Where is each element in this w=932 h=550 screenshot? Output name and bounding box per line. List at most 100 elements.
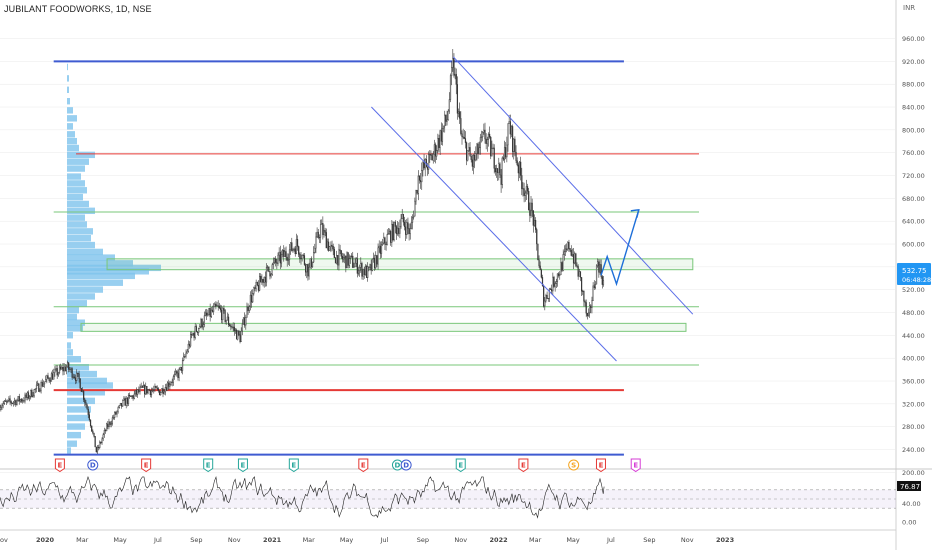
candle-body: [252, 293, 254, 303]
time-tick-label: Mar: [76, 536, 89, 544]
price-tick-label: 200.00: [902, 469, 925, 477]
candle-body: [16, 400, 18, 406]
event-marker-e[interactable]: E: [358, 458, 369, 473]
support-zone: [80, 322, 687, 332]
candle-body: [495, 168, 498, 173]
candle-body: [270, 274, 272, 277]
svg-text:D: D: [403, 462, 409, 470]
event-marker-e[interactable]: E: [455, 458, 466, 473]
candle-body: [24, 394, 26, 402]
candle-body: [227, 316, 230, 325]
event-marker-e[interactable]: E: [141, 458, 152, 473]
candle-body: [399, 226, 401, 234]
candle-body: [214, 303, 216, 308]
candle-body: [208, 308, 210, 316]
svg-text:E: E: [291, 462, 296, 470]
candle-body: [0, 407, 2, 410]
candle-body: [241, 323, 243, 332]
candle-body: [262, 279, 264, 283]
candle-body: [19, 399, 22, 402]
candle-body: [53, 372, 55, 380]
candle-body: [533, 219, 536, 226]
candle-body: [309, 258, 311, 268]
candle-body: [490, 136, 492, 157]
candle-body: [199, 326, 201, 329]
price-tick-label: 880.00: [902, 81, 925, 89]
candle-body: [348, 258, 350, 266]
event-marker-d[interactable]: D: [87, 459, 99, 471]
candle-body: [313, 252, 315, 263]
event-marker-e[interactable]: E: [595, 458, 606, 473]
candle-body: [398, 227, 400, 234]
candle-body: [307, 264, 309, 277]
candle-body: [513, 138, 515, 152]
candle-body: [522, 188, 524, 190]
price-tick-label: 440.00: [902, 332, 925, 340]
profile-bar: [67, 158, 89, 165]
candle-body: [355, 258, 357, 264]
profile-bar: [67, 200, 89, 208]
event-marker-e[interactable]: E: [237, 458, 248, 473]
candle-body: [177, 372, 179, 378]
time-tick-label: Mar: [303, 536, 316, 544]
candle-body: [275, 258, 277, 263]
candle-body: [600, 264, 602, 277]
candle-body: [403, 221, 406, 228]
event-marker-d[interactable]: D: [400, 459, 412, 471]
candle-body: [508, 121, 510, 124]
candle-body: [165, 387, 168, 391]
candle-body: [230, 325, 232, 328]
candle-body: [431, 155, 433, 161]
candle-body: [562, 254, 564, 271]
candle-body: [390, 231, 392, 243]
candle-body: [11, 402, 13, 404]
candle-body: [455, 73, 457, 85]
candle-body: [298, 246, 300, 255]
projection-arrowhead: [630, 208, 640, 218]
candle-body: [379, 245, 381, 254]
candle-body: [456, 84, 459, 114]
rsi-line: [0, 475, 605, 519]
event-marker-e[interactable]: E: [518, 458, 529, 473]
candle-body: [217, 305, 219, 307]
candle-body: [144, 385, 146, 395]
candle-body: [342, 257, 345, 260]
time-tick-label: May: [113, 536, 127, 544]
svg-text:E: E: [361, 462, 366, 470]
candle-body: [92, 430, 94, 434]
candle-body: [156, 387, 158, 389]
candle-body: [255, 282, 257, 289]
candle-body: [265, 267, 268, 283]
profile-bar: [67, 207, 95, 215]
event-marker-d[interactable]: D: [391, 459, 403, 471]
candle-body: [287, 259, 289, 261]
candle-body: [31, 389, 33, 398]
event-marker-e[interactable]: E: [288, 458, 299, 473]
event-marker-e[interactable]: E: [630, 458, 641, 473]
candle-body: [310, 258, 312, 268]
candle-body: [152, 390, 154, 392]
svg-text:E: E: [241, 462, 246, 470]
candle-body: [196, 331, 199, 333]
candle-body: [521, 175, 523, 190]
candle-body: [368, 266, 370, 268]
candle-body: [340, 250, 342, 257]
candle-body: [242, 317, 245, 325]
candle-body: [130, 395, 132, 398]
price-tick-label: 800.00: [902, 126, 925, 134]
candle-body: [79, 378, 81, 389]
price-tick-label: 240.00: [902, 446, 925, 454]
candle-body: [577, 266, 579, 277]
candle-body: [494, 168, 496, 173]
event-marker-e[interactable]: E: [203, 458, 214, 473]
event-marker-s[interactable]: S: [568, 459, 580, 471]
candle-body: [515, 151, 517, 161]
event-marker-e[interactable]: E: [54, 458, 65, 473]
candle-body: [162, 388, 164, 394]
bar-countdown: 06:48:28: [902, 276, 931, 284]
candle-body: [374, 257, 376, 269]
candle-body: [267, 266, 269, 268]
candle-body: [472, 154, 475, 167]
candle-body: [479, 137, 482, 148]
